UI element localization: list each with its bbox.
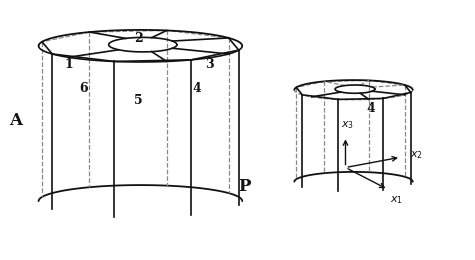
Text: $x_3$: $x_3$: [342, 120, 354, 131]
Text: $x_2$: $x_2$: [410, 150, 423, 161]
Text: 5: 5: [134, 94, 142, 107]
Text: 6: 6: [79, 82, 88, 95]
Text: 3: 3: [205, 57, 213, 70]
Text: A: A: [10, 112, 22, 129]
Text: 4: 4: [193, 82, 201, 95]
Text: 4: 4: [367, 101, 375, 114]
Text: 2: 2: [133, 32, 142, 46]
Text: 1: 1: [65, 57, 74, 70]
Text: $x_1$: $x_1$: [390, 194, 403, 206]
Text: P: P: [238, 178, 251, 196]
